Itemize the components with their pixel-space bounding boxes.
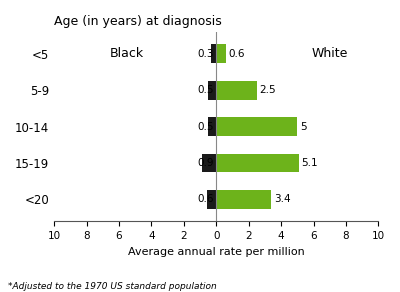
Bar bbox=[208, 81, 216, 100]
Text: Age (in years) at diagnosis: Age (in years) at diagnosis bbox=[54, 15, 222, 28]
Text: White: White bbox=[312, 47, 348, 60]
Text: Black: Black bbox=[110, 47, 144, 60]
Bar bbox=[208, 117, 216, 136]
Text: 0.6: 0.6 bbox=[197, 194, 214, 204]
Bar bbox=[206, 190, 216, 209]
Text: 0.6: 0.6 bbox=[228, 49, 245, 59]
Bar bbox=[216, 81, 257, 100]
Text: 0.5: 0.5 bbox=[197, 121, 214, 132]
Text: 5: 5 bbox=[300, 121, 306, 132]
Bar bbox=[216, 117, 297, 136]
Bar bbox=[212, 44, 216, 63]
Text: *Adjusted to the 1970 US standard population: *Adjusted to the 1970 US standard popula… bbox=[8, 281, 217, 291]
Text: 0.5: 0.5 bbox=[197, 85, 214, 95]
Text: 3.4: 3.4 bbox=[274, 194, 290, 204]
Text: 0.3: 0.3 bbox=[197, 49, 214, 59]
Text: 2.5: 2.5 bbox=[259, 85, 276, 95]
Text: 0.9: 0.9 bbox=[197, 158, 214, 168]
Bar bbox=[202, 154, 216, 173]
Bar bbox=[216, 154, 299, 173]
Bar bbox=[216, 190, 272, 209]
X-axis label: Average annual rate per million: Average annual rate per million bbox=[128, 246, 305, 257]
Bar bbox=[216, 44, 226, 63]
Text: 5.1: 5.1 bbox=[302, 158, 318, 168]
